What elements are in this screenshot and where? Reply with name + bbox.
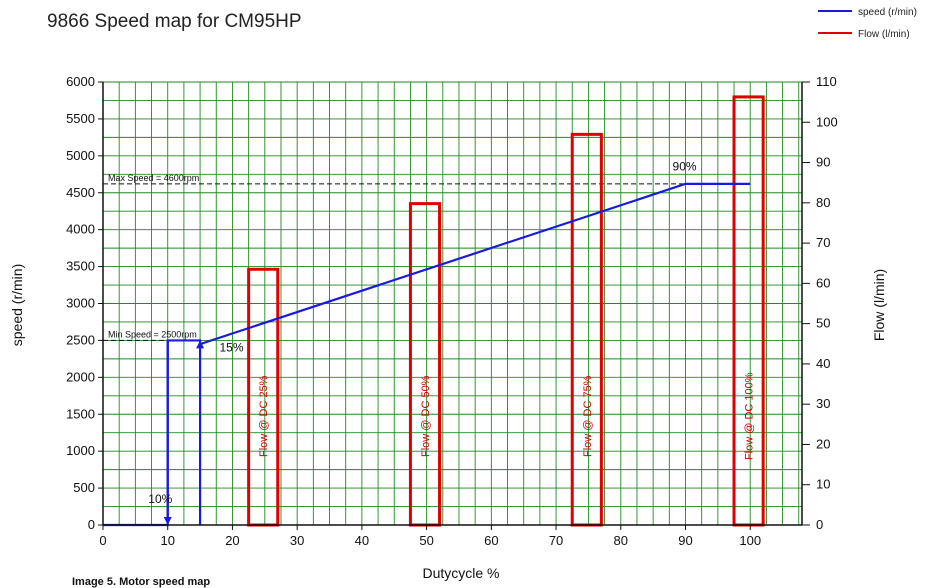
legend-label-speed: speed (r/min) (858, 7, 917, 18)
x-tick-label: 0 (99, 533, 106, 548)
y-right-tick-label: 30 (816, 396, 830, 411)
y-right-tick-label: 10 (816, 477, 830, 492)
y-left-tick-label: 5000 (66, 148, 95, 163)
annotation-label: 10% (148, 492, 172, 506)
chart-title: 9866 Speed map for CM95HP (47, 11, 302, 32)
reference-line-label: Max Speed = 4600rpm (108, 173, 199, 183)
y-left-tick-label: 1000 (66, 443, 95, 458)
flow-bar-label: Flow @ DC 50% (420, 375, 432, 457)
y-left-tick-label: 500 (73, 480, 95, 495)
legend-label-flow: Flow (l/min) (858, 29, 910, 40)
tick-labels: 0 10 20 30 40 50 60 70 80 90 100050010001500200025… (66, 74, 838, 548)
reference-line-label: Min Speed = 2500rpm (108, 329, 197, 339)
grid (102, 81, 802, 526)
x-tick-label: 40 (355, 533, 369, 548)
y-left-tick-label: 6000 (66, 74, 95, 89)
y-right-tick-label: 90 (816, 155, 830, 170)
legend: speed (r/min) Flow (l/min) (818, 7, 917, 40)
x-tick-label: 50 (419, 533, 433, 548)
y-right-tick-label: 80 (816, 195, 830, 210)
y-right-tick-label: 20 (816, 436, 830, 451)
y-right-tick-label: 70 (816, 235, 830, 250)
y-left-tick-label: 4500 (66, 185, 95, 200)
y-left-tick-label: 2000 (66, 369, 95, 384)
x-tick-label: 30 (290, 533, 304, 548)
x-tick-label: 10 (160, 533, 174, 548)
y-right-tick-label: 50 (816, 316, 830, 331)
y-right-tick-label: 60 (816, 275, 830, 290)
y-right-tick-label: 40 (816, 356, 830, 371)
figure-caption: Image 5. Motor speed map (72, 576, 210, 588)
y-right-tick-label: 0 (816, 517, 823, 532)
y-axis-label-left: speed (r/min) (9, 264, 25, 346)
x-axis-label: Dutycycle % (422, 565, 499, 581)
y-left-tick-label: 5500 (66, 111, 95, 126)
x-tick-label: 20 (225, 533, 239, 548)
speed-arrowhead (163, 517, 172, 525)
x-tick-label: 100 (739, 533, 761, 548)
y-left-tick-label: 0 (88, 517, 95, 532)
x-tick-label: 70 (549, 533, 563, 548)
y-right-tick-label: 100 (816, 114, 838, 129)
flow-bar (408, 202, 442, 527)
y-axis-label-right: Flow (l/min) (871, 269, 887, 341)
speed-arrowhead (196, 340, 205, 349)
y-left-tick-label: 1500 (66, 406, 95, 421)
x-tick-label: 60 (484, 533, 498, 548)
flow-bar-label: Flow @ DC 100% (744, 372, 756, 460)
y-left-tick-label: 3000 (66, 296, 95, 311)
flow-bar-label: Flow @ DC 25% (258, 375, 270, 457)
x-tick-label: 90 (678, 533, 692, 548)
annotation-label: 90% (673, 160, 697, 174)
y-left-tick-label: 2500 (66, 332, 95, 347)
annotation-label: 15% (220, 340, 244, 354)
y-right-tick-label: 110 (816, 74, 837, 89)
annotations: 10% 15% 90% (148, 160, 697, 506)
y-left-tick-label: 3500 (66, 259, 95, 274)
flow-bar-label: Flow @ DC 75% (582, 375, 594, 457)
y-left-tick-label: 4000 (66, 222, 95, 237)
x-tick-label: 80 (614, 533, 628, 548)
